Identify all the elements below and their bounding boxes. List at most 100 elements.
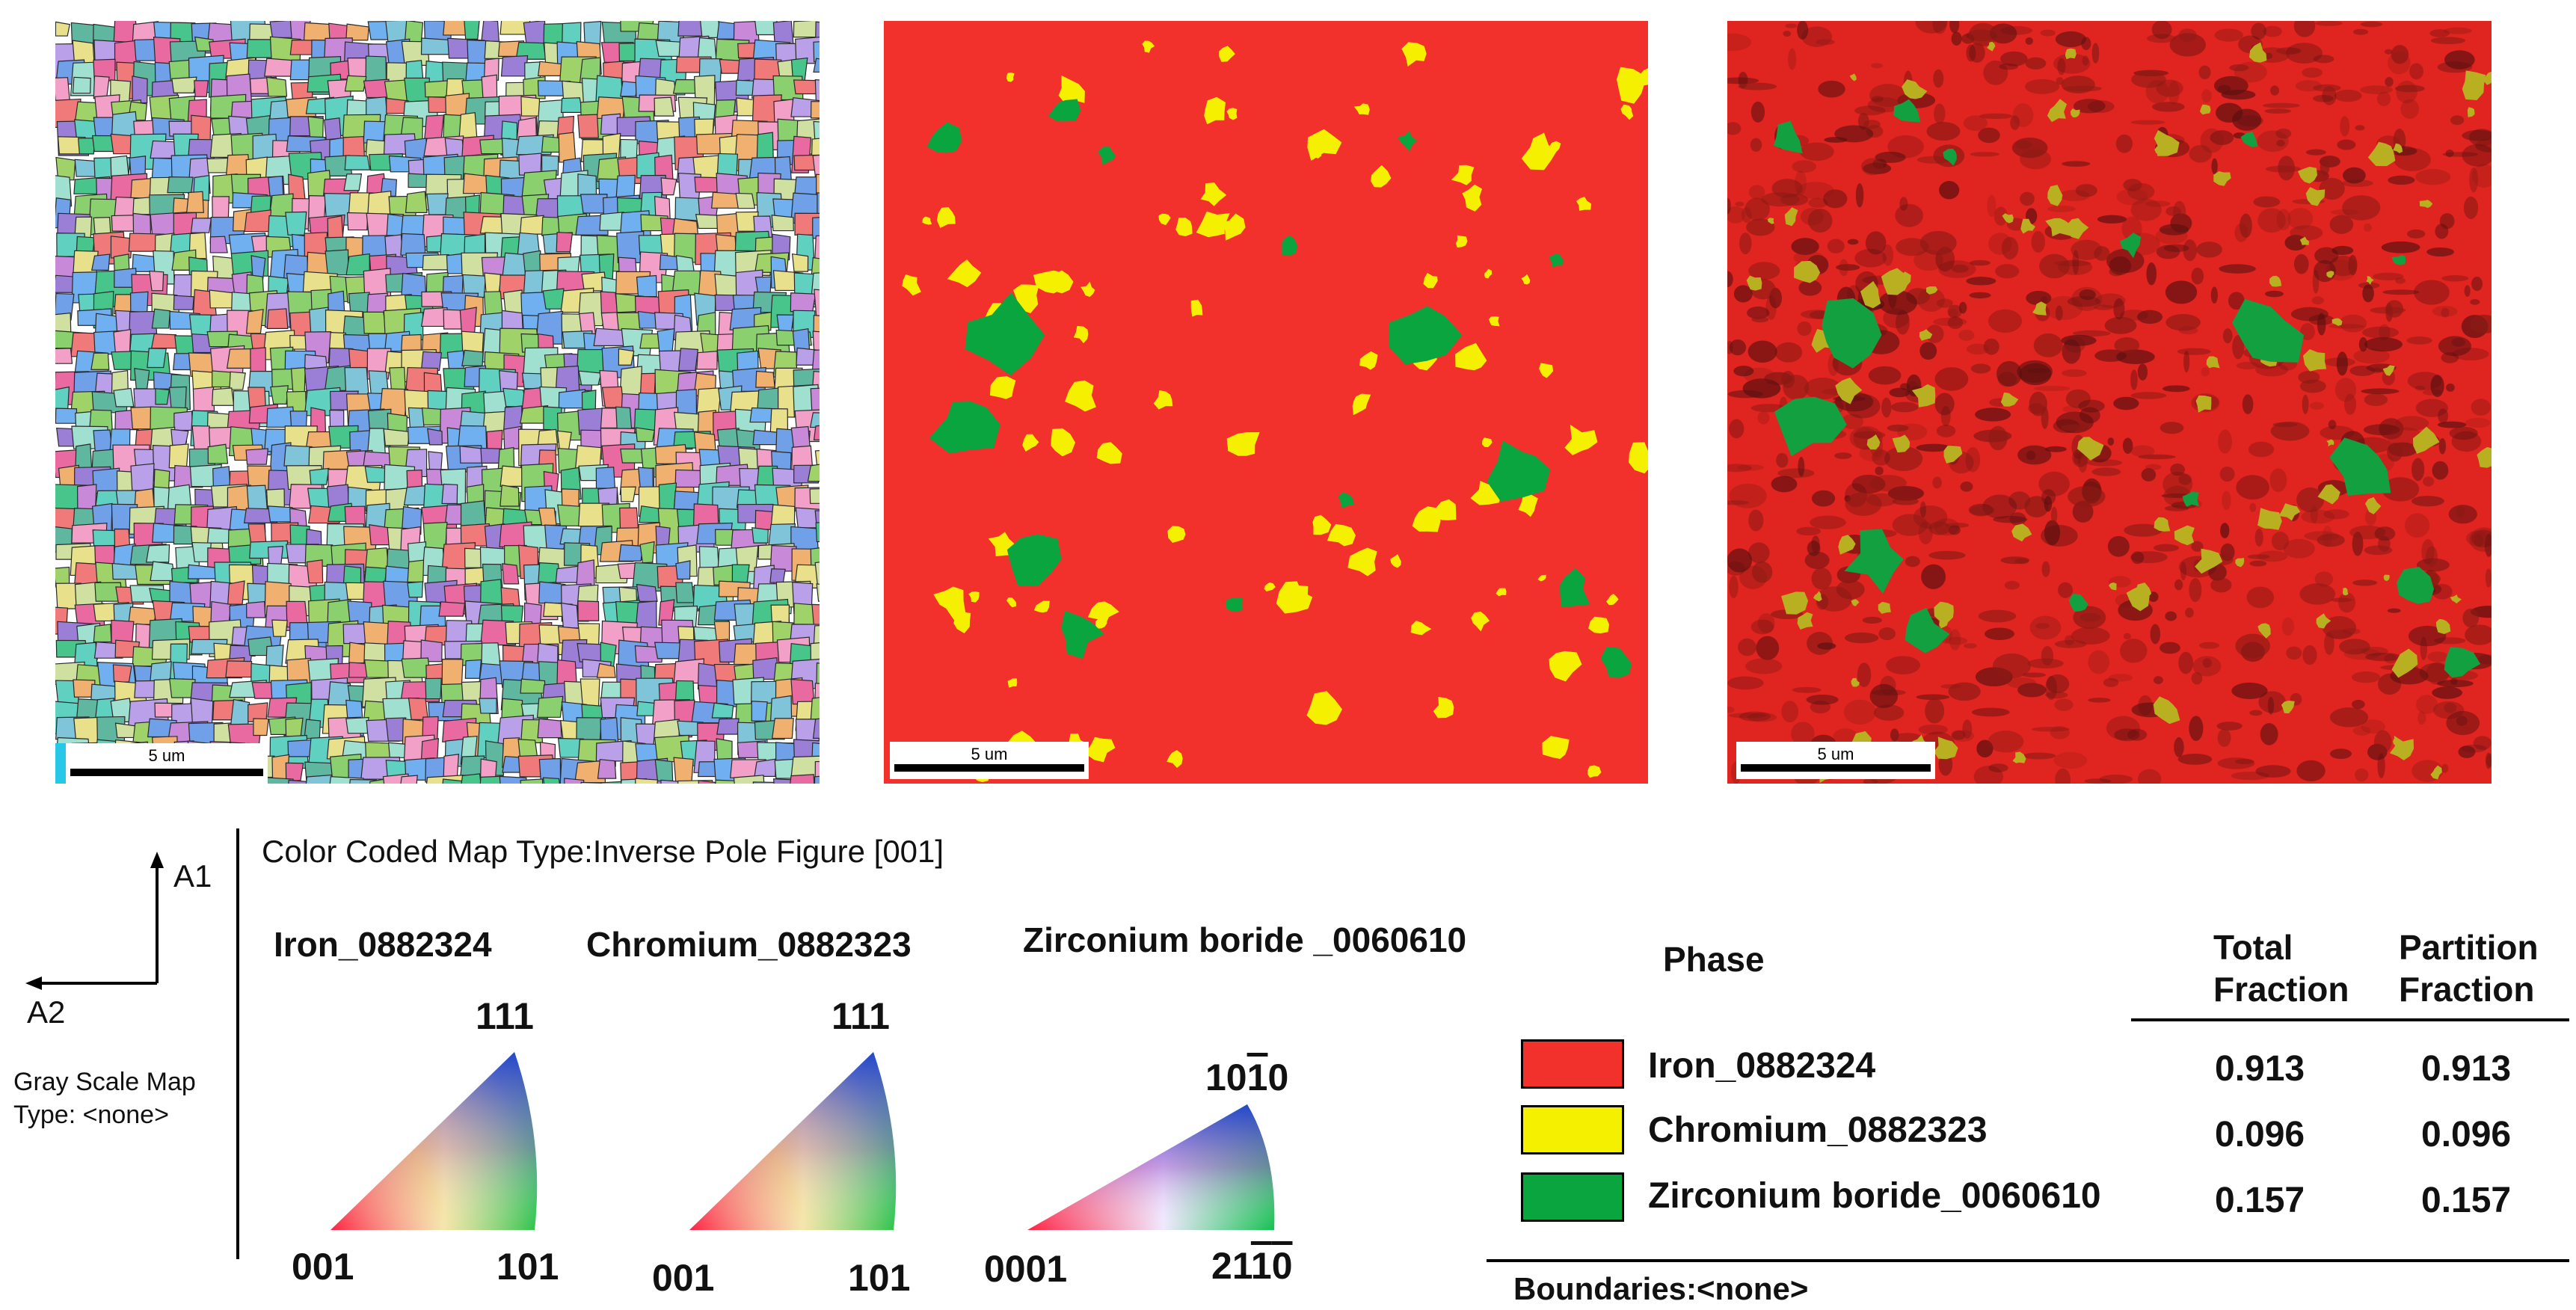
contrast-speckle <box>1793 250 1825 265</box>
contrast-speckle <box>2462 129 2492 141</box>
grain <box>558 389 586 409</box>
chromium-particle <box>968 591 980 603</box>
scale-bar-edge <box>55 743 66 784</box>
contrast-speckle <box>2364 223 2372 232</box>
contrast-speckle <box>2041 525 2078 547</box>
scale-bar-label: 5 um <box>971 745 1008 763</box>
contrast-speckle <box>1745 197 1770 221</box>
grain <box>769 568 786 583</box>
contrast-speckle <box>1952 730 1974 742</box>
contrast-speckle <box>2351 671 2381 683</box>
contrast-speckle <box>1727 33 1751 52</box>
contrast-speckle <box>1995 264 2020 279</box>
contrast-speckle <box>1895 203 1923 227</box>
contrast-speckle <box>1926 122 1961 141</box>
contrast-speckle <box>2072 330 2111 337</box>
axis-arrows-icon <box>25 852 164 990</box>
contrast-speckle <box>2022 672 2047 677</box>
grain <box>173 410 194 431</box>
contrast-speckle <box>1727 197 1731 215</box>
contrast-speckle <box>2169 33 2206 57</box>
zirconium-boride-particle <box>1487 440 1550 502</box>
total-fraction-value: 0.157 <box>2215 1181 2305 1220</box>
contrast-speckle <box>2091 43 2100 64</box>
contrast-speckle <box>2177 753 2213 765</box>
grain <box>618 348 635 366</box>
contrast-speckle <box>2201 367 2210 377</box>
contrast-speckle <box>2141 468 2157 482</box>
zirconium-boride-particle <box>1773 120 1803 154</box>
contrast-speckle <box>2057 58 2066 76</box>
contrast-speckle <box>2271 531 2290 551</box>
contrast-speckle <box>2306 149 2326 156</box>
zirconium-boride-particle <box>1822 298 1882 369</box>
ipf-zrb-top-bar: 1 <box>1246 1057 1268 1098</box>
scale-bar-line <box>894 764 1084 772</box>
contrast-speckle <box>2471 529 2492 548</box>
contrast-speckle <box>1993 653 2031 679</box>
chromium-particle <box>1226 108 1238 120</box>
contrast-speckle <box>2004 580 2020 590</box>
contrast-speckle <box>1882 244 1894 266</box>
contrast-speckle <box>1948 525 1961 535</box>
contrast-speckle <box>2290 307 2328 322</box>
contrast-speckle <box>1996 360 2023 387</box>
contrast-speckle <box>2296 760 2326 782</box>
contrast-speckle <box>1948 682 1981 701</box>
chromium-particle <box>1200 182 1227 206</box>
contrast-speckle <box>2444 50 2475 70</box>
contrast-speckle <box>2329 215 2354 234</box>
grain <box>716 718 740 735</box>
contrast-speckle <box>1727 548 1753 573</box>
contrast-speckle <box>1797 182 1834 200</box>
contrast-speckle <box>1966 277 1996 286</box>
contrast-speckle <box>2326 630 2353 639</box>
contrast-speckle <box>2384 654 2397 664</box>
grain <box>270 385 289 405</box>
contrast-speckle <box>2220 523 2230 538</box>
chromium-particle <box>1987 41 1996 52</box>
zirconium-boride-particle <box>2391 254 2406 265</box>
zirconium-boride-particle <box>929 401 1000 454</box>
contrast-speckle <box>1918 724 1948 735</box>
contrast-speckle <box>2445 149 2454 158</box>
contrast-speckle <box>1869 84 1907 108</box>
contrast-speckle <box>2287 208 2314 230</box>
contrast-speckle <box>1988 233 2012 255</box>
contrast-speckle <box>1940 683 1961 689</box>
grain <box>110 236 133 259</box>
grain <box>461 773 482 784</box>
contrast-speckle <box>2058 582 2074 598</box>
grain <box>77 138 96 155</box>
grain <box>185 191 204 213</box>
contrast-speckle <box>1887 424 1909 432</box>
contrast-speckle <box>1833 728 1858 745</box>
contrast-speckle <box>1919 230 1957 256</box>
contrast-speckle <box>1892 514 1928 536</box>
contrast-speckle <box>2474 534 2484 547</box>
phase-name: Chromium_0882323 <box>1648 1110 1988 1150</box>
contrast-speckle <box>1847 239 1859 245</box>
grain <box>265 777 295 784</box>
contrast-speckle <box>2040 29 2056 37</box>
contrast-speckle <box>2255 765 2291 778</box>
contrast-speckle <box>2191 267 2204 285</box>
contrast-speckle <box>1828 353 1839 376</box>
contrast-speckle <box>2050 506 2058 523</box>
chromium-particle <box>2109 582 2117 591</box>
contrast-speckle <box>2384 49 2393 55</box>
ipf-iron-left: 001 <box>292 1246 354 1288</box>
contrast-speckle <box>1948 308 1958 319</box>
contrast-speckle <box>1853 431 1886 439</box>
contrast-speckle <box>1757 613 1775 633</box>
grain <box>519 215 544 235</box>
contrast-speckle <box>1993 516 2028 523</box>
contrast-speckle <box>1951 730 1966 740</box>
grain <box>751 701 768 722</box>
scale-bar: 5 um <box>890 742 1089 779</box>
chromium-particle <box>2077 437 2104 461</box>
zirconium-boride-particle <box>1006 534 1062 586</box>
grain <box>306 559 324 584</box>
grain <box>248 523 267 545</box>
contrast-speckle <box>2329 256 2358 277</box>
